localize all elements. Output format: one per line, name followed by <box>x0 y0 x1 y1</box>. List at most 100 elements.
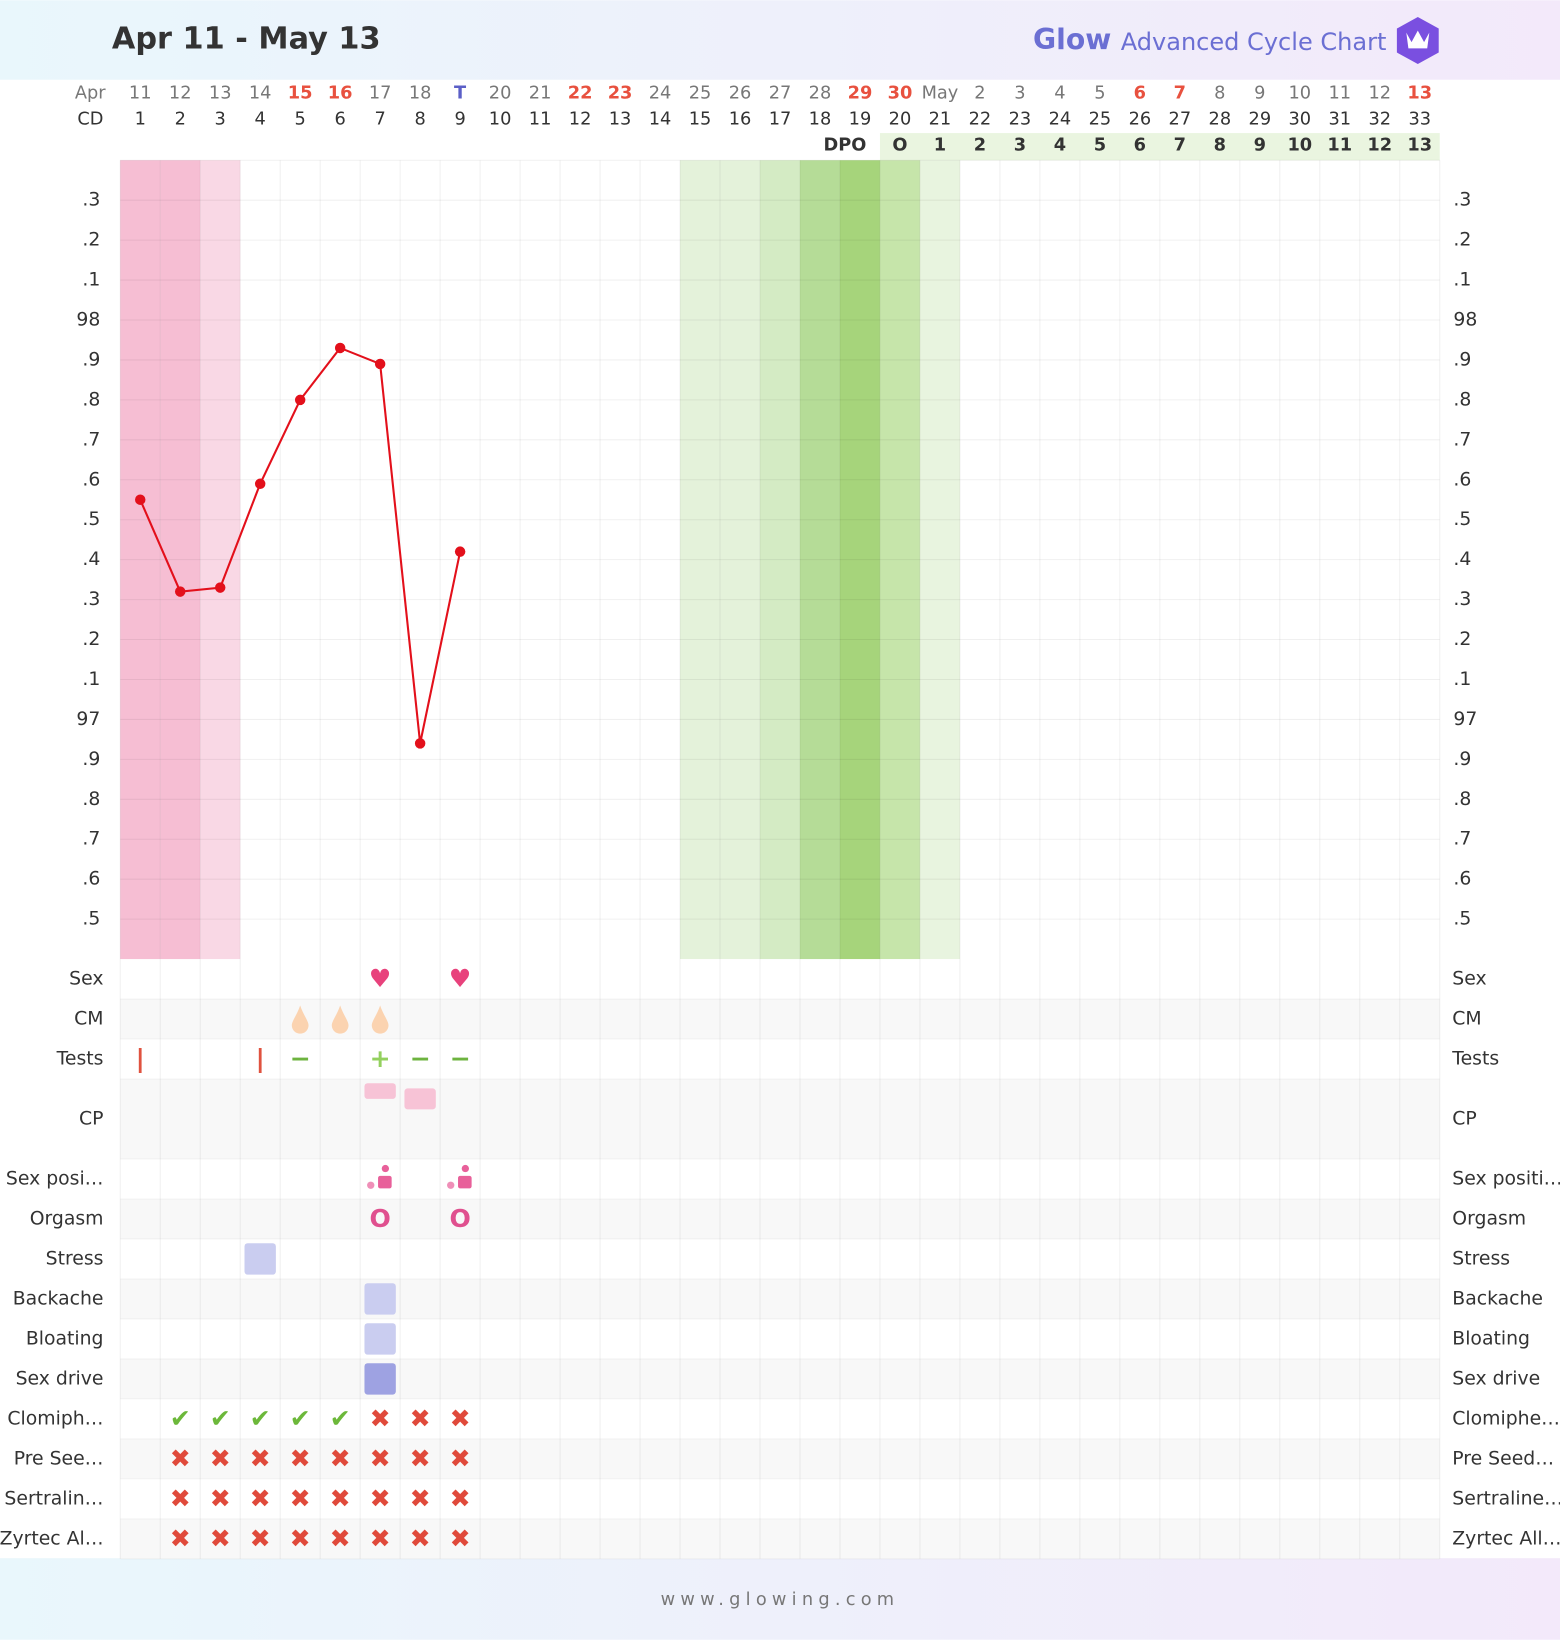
phase-band <box>720 160 761 960</box>
temp-point <box>254 478 266 489</box>
symptom-glyph: ✖ <box>330 1524 351 1553</box>
y-tick-label: .8 <box>82 389 100 410</box>
symptom-glyph: ✖ <box>290 1524 311 1553</box>
cm-icon <box>331 1005 349 1034</box>
symptom-glyph: ✖ <box>170 1524 191 1553</box>
date-label: 21 <box>529 83 552 103</box>
row-label: Backache <box>13 1288 104 1309</box>
dpo-number: 5 <box>1094 136 1106 156</box>
y-tick-label: .3 <box>82 589 100 610</box>
cd-number: 1 <box>135 109 146 129</box>
position-icon <box>458 1175 472 1189</box>
y-tick-label: .8 <box>82 789 100 810</box>
row-label: Tests <box>56 1049 104 1070</box>
row-label: Sex posi… <box>6 1168 104 1189</box>
phase-band <box>760 160 800 960</box>
symptom-glyph: ✖ <box>250 1524 271 1553</box>
cd-number: 2 <box>175 109 186 129</box>
dpo-number: 7 <box>1174 136 1186 156</box>
row-label-right: CM <box>1452 1009 1481 1030</box>
cd-number: 9 <box>454 109 465 129</box>
date-label: 9 <box>1254 83 1265 103</box>
date-label: 10 <box>1289 83 1312 103</box>
symptom-glyph: ✖ <box>210 1484 231 1513</box>
y-tick-label-right: .8 <box>1453 389 1471 410</box>
y-tick-label-right: .1 <box>1453 669 1471 690</box>
symptom-glyph: ✖ <box>370 1404 391 1433</box>
dpo-number: 10 <box>1287 136 1312 156</box>
title: Apr 11 - May 13 <box>112 22 381 57</box>
y-tick-label: 98 <box>76 310 100 331</box>
date-label: 15 <box>288 83 313 103</box>
cd-number: 8 <box>414 109 425 129</box>
cm-icon <box>371 1005 389 1034</box>
symptom-glyph: ✖ <box>330 1484 351 1513</box>
month-label: Apr <box>75 83 106 103</box>
temp-point <box>174 586 186 597</box>
header-band <box>0 0 1560 80</box>
y-tick-label: .6 <box>82 469 100 490</box>
y-tick-label-right: .3 <box>1453 190 1471 211</box>
symptom-glyph: ✖ <box>330 1444 351 1473</box>
dpo-number: 9 <box>1254 136 1266 156</box>
date-label: 18 <box>409 83 432 103</box>
dpo-number: 6 <box>1134 136 1146 156</box>
cd-number: 5 <box>295 109 306 129</box>
row-label-right: Sex positi… <box>1452 1168 1560 1189</box>
date-label: 11 <box>1328 83 1351 103</box>
y-tick-label: .1 <box>82 270 100 291</box>
row-label-right: Tests <box>1451 1049 1499 1070</box>
symptom-glyph: ✖ <box>410 1524 431 1553</box>
row-band <box>120 1438 1440 1479</box>
y-tick-label: .2 <box>82 629 100 650</box>
cd-number: 20 <box>889 109 912 129</box>
row-band <box>120 1079 1440 1159</box>
row-band <box>120 1358 1440 1399</box>
dpo-number: 1 <box>934 136 946 156</box>
row-label: Clomiph… <box>7 1408 103 1429</box>
row-label-right: CP <box>1452 1109 1476 1130</box>
cd-number: 10 <box>489 109 512 129</box>
row-label: CP <box>79 1109 103 1130</box>
symptom-glyph: ✖ <box>450 1404 471 1433</box>
cd-number: 24 <box>1049 109 1072 129</box>
cm-icon <box>291 1005 309 1034</box>
symptom-glyph: ✔ <box>290 1404 311 1433</box>
dpo-band <box>879 133 1440 161</box>
dpo-label: DPO <box>823 136 866 156</box>
phase-band <box>680 160 721 960</box>
date-label: 14 <box>249 83 272 103</box>
symptom-glyph: ✖ <box>370 1484 391 1513</box>
position-icon <box>367 1181 375 1189</box>
date-label: May <box>922 83 959 103</box>
symptom-glyph: ✖ <box>410 1404 431 1433</box>
y-tick-label: .5 <box>82 509 100 530</box>
brand: Glow <box>1033 23 1111 56</box>
cd-number: 21 <box>929 109 952 129</box>
y-tick-label-right: .2 <box>1453 230 1471 251</box>
symptom-glyph: ✖ <box>450 1444 471 1473</box>
row-label: Sex drive <box>16 1368 104 1389</box>
symptom-glyph: ✖ <box>250 1484 271 1513</box>
symptom-glyph: ♥ <box>369 964 391 993</box>
y-tick-label-right: .9 <box>1453 349 1471 370</box>
y-tick-label-right: .7 <box>1453 829 1471 850</box>
date-label: 24 <box>649 83 672 103</box>
position-icon <box>381 1164 390 1173</box>
symptom-glyph: ✖ <box>170 1444 191 1473</box>
date-label: 23 <box>608 83 633 103</box>
symptom-glyph: ✖ <box>290 1444 311 1473</box>
row-label-right: Orgasm <box>1452 1208 1526 1229</box>
position-icon <box>378 1175 392 1189</box>
row-label-right: Clomiphe… <box>1452 1408 1560 1429</box>
row-label: Zyrtec Al… <box>0 1528 104 1549</box>
dpo-number: 2 <box>974 136 986 156</box>
date-label: 5 <box>1094 83 1105 103</box>
symptom-glyph: + <box>370 1044 391 1073</box>
cd-number: 7 <box>374 109 385 129</box>
row-label-right: Bloating <box>1452 1328 1530 1349</box>
cd-number: 29 <box>1249 109 1272 129</box>
crown-icon <box>1406 30 1430 49</box>
cd-number: 12 <box>569 109 592 129</box>
row-label: Orgasm <box>30 1208 104 1229</box>
